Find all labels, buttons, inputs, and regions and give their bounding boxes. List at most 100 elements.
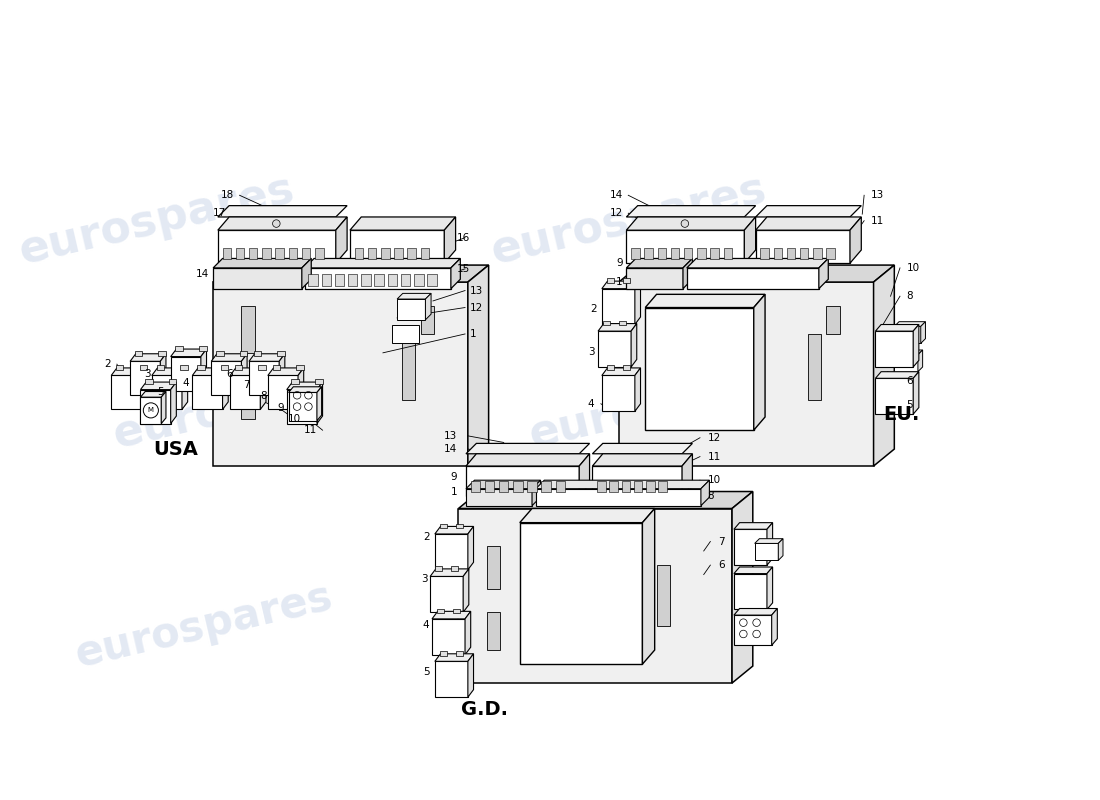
Polygon shape: [468, 654, 473, 697]
Polygon shape: [466, 454, 590, 466]
Bar: [258, 365, 266, 370]
Bar: [135, 351, 142, 356]
Text: 17: 17: [213, 208, 227, 218]
Polygon shape: [626, 206, 756, 217]
Polygon shape: [213, 268, 301, 289]
Bar: [175, 346, 183, 351]
Bar: [486, 612, 499, 650]
Bar: [393, 325, 419, 343]
Text: 14: 14: [196, 269, 209, 278]
Polygon shape: [686, 258, 828, 268]
Polygon shape: [520, 509, 654, 522]
Polygon shape: [213, 265, 488, 282]
Polygon shape: [218, 206, 348, 217]
Polygon shape: [894, 326, 921, 343]
Polygon shape: [598, 331, 631, 367]
Bar: [427, 274, 437, 286]
Bar: [241, 306, 254, 353]
Polygon shape: [734, 567, 772, 574]
Polygon shape: [213, 282, 468, 466]
Polygon shape: [279, 354, 285, 395]
Text: 8: 8: [261, 391, 267, 402]
Polygon shape: [779, 538, 783, 560]
Polygon shape: [305, 268, 451, 289]
Polygon shape: [593, 454, 692, 466]
Polygon shape: [734, 530, 767, 565]
Polygon shape: [130, 354, 166, 362]
Text: 14: 14: [609, 190, 623, 200]
Polygon shape: [756, 217, 861, 230]
Text: 5: 5: [424, 666, 430, 677]
Bar: [156, 365, 164, 370]
Polygon shape: [350, 230, 444, 263]
Text: 9: 9: [451, 472, 458, 482]
Bar: [631, 248, 639, 259]
Polygon shape: [430, 569, 469, 577]
Bar: [180, 365, 188, 370]
Polygon shape: [111, 368, 147, 375]
Bar: [800, 248, 808, 259]
Bar: [400, 274, 410, 286]
Polygon shape: [141, 391, 166, 397]
Text: 10: 10: [288, 414, 301, 424]
Polygon shape: [162, 391, 166, 423]
Bar: [407, 248, 416, 259]
Polygon shape: [626, 258, 692, 268]
Polygon shape: [201, 349, 207, 390]
Text: 11: 11: [304, 425, 317, 435]
Bar: [334, 274, 344, 286]
Polygon shape: [894, 354, 917, 372]
Bar: [235, 248, 244, 259]
Polygon shape: [646, 294, 766, 307]
Bar: [527, 481, 537, 493]
Polygon shape: [876, 372, 918, 378]
Text: 13: 13: [871, 190, 884, 200]
Text: G.D.: G.D.: [461, 700, 508, 719]
Bar: [296, 365, 304, 370]
Bar: [621, 481, 630, 493]
Polygon shape: [161, 354, 166, 395]
Bar: [321, 274, 331, 286]
Polygon shape: [170, 349, 207, 357]
Polygon shape: [913, 325, 918, 367]
Bar: [499, 481, 508, 493]
Polygon shape: [734, 522, 772, 530]
Polygon shape: [536, 489, 701, 506]
Bar: [199, 346, 207, 351]
Text: 9: 9: [616, 258, 623, 268]
Bar: [145, 379, 153, 384]
Polygon shape: [466, 489, 532, 506]
Polygon shape: [170, 382, 176, 423]
Polygon shape: [267, 368, 304, 375]
Text: 3: 3: [587, 347, 594, 357]
Text: 4: 4: [587, 398, 594, 409]
Bar: [826, 248, 835, 259]
Polygon shape: [230, 375, 261, 410]
Polygon shape: [241, 354, 248, 395]
Bar: [381, 248, 389, 259]
Text: 2: 2: [591, 305, 597, 314]
Polygon shape: [141, 382, 176, 390]
Polygon shape: [734, 609, 778, 615]
Polygon shape: [249, 362, 279, 395]
Polygon shape: [619, 265, 894, 282]
Polygon shape: [317, 386, 321, 421]
Bar: [301, 248, 310, 259]
Bar: [354, 248, 363, 259]
Text: USA: USA: [153, 439, 198, 458]
Polygon shape: [602, 281, 640, 289]
Polygon shape: [192, 375, 222, 410]
Polygon shape: [249, 354, 285, 362]
Polygon shape: [152, 375, 182, 410]
Bar: [453, 609, 460, 614]
Polygon shape: [466, 480, 540, 489]
Polygon shape: [626, 230, 745, 263]
Text: 7: 7: [243, 380, 250, 390]
Bar: [348, 274, 358, 286]
Polygon shape: [141, 390, 170, 423]
Polygon shape: [580, 454, 590, 496]
Bar: [619, 321, 626, 326]
Polygon shape: [397, 299, 426, 320]
Bar: [647, 377, 660, 419]
Bar: [623, 278, 630, 283]
